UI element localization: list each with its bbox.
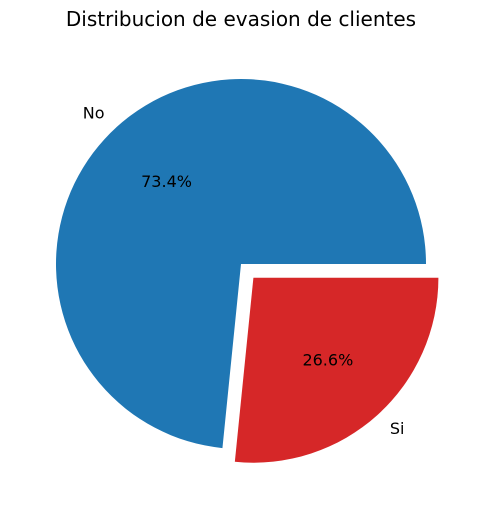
pie-labels: No 73.4% Si 26.6% (83, 104, 405, 439)
percent-label-si: 26.6% (302, 351, 353, 370)
pie-slice-no (55, 79, 426, 449)
pie-slices (55, 79, 439, 463)
slice-label-si: Si (390, 419, 405, 438)
chart-title: Distribucion de evasion de clientes (66, 7, 416, 31)
pie-slice-si (234, 277, 439, 463)
slice-label-no: No (83, 104, 105, 123)
percent-label-no: 73.4% (141, 172, 192, 191)
